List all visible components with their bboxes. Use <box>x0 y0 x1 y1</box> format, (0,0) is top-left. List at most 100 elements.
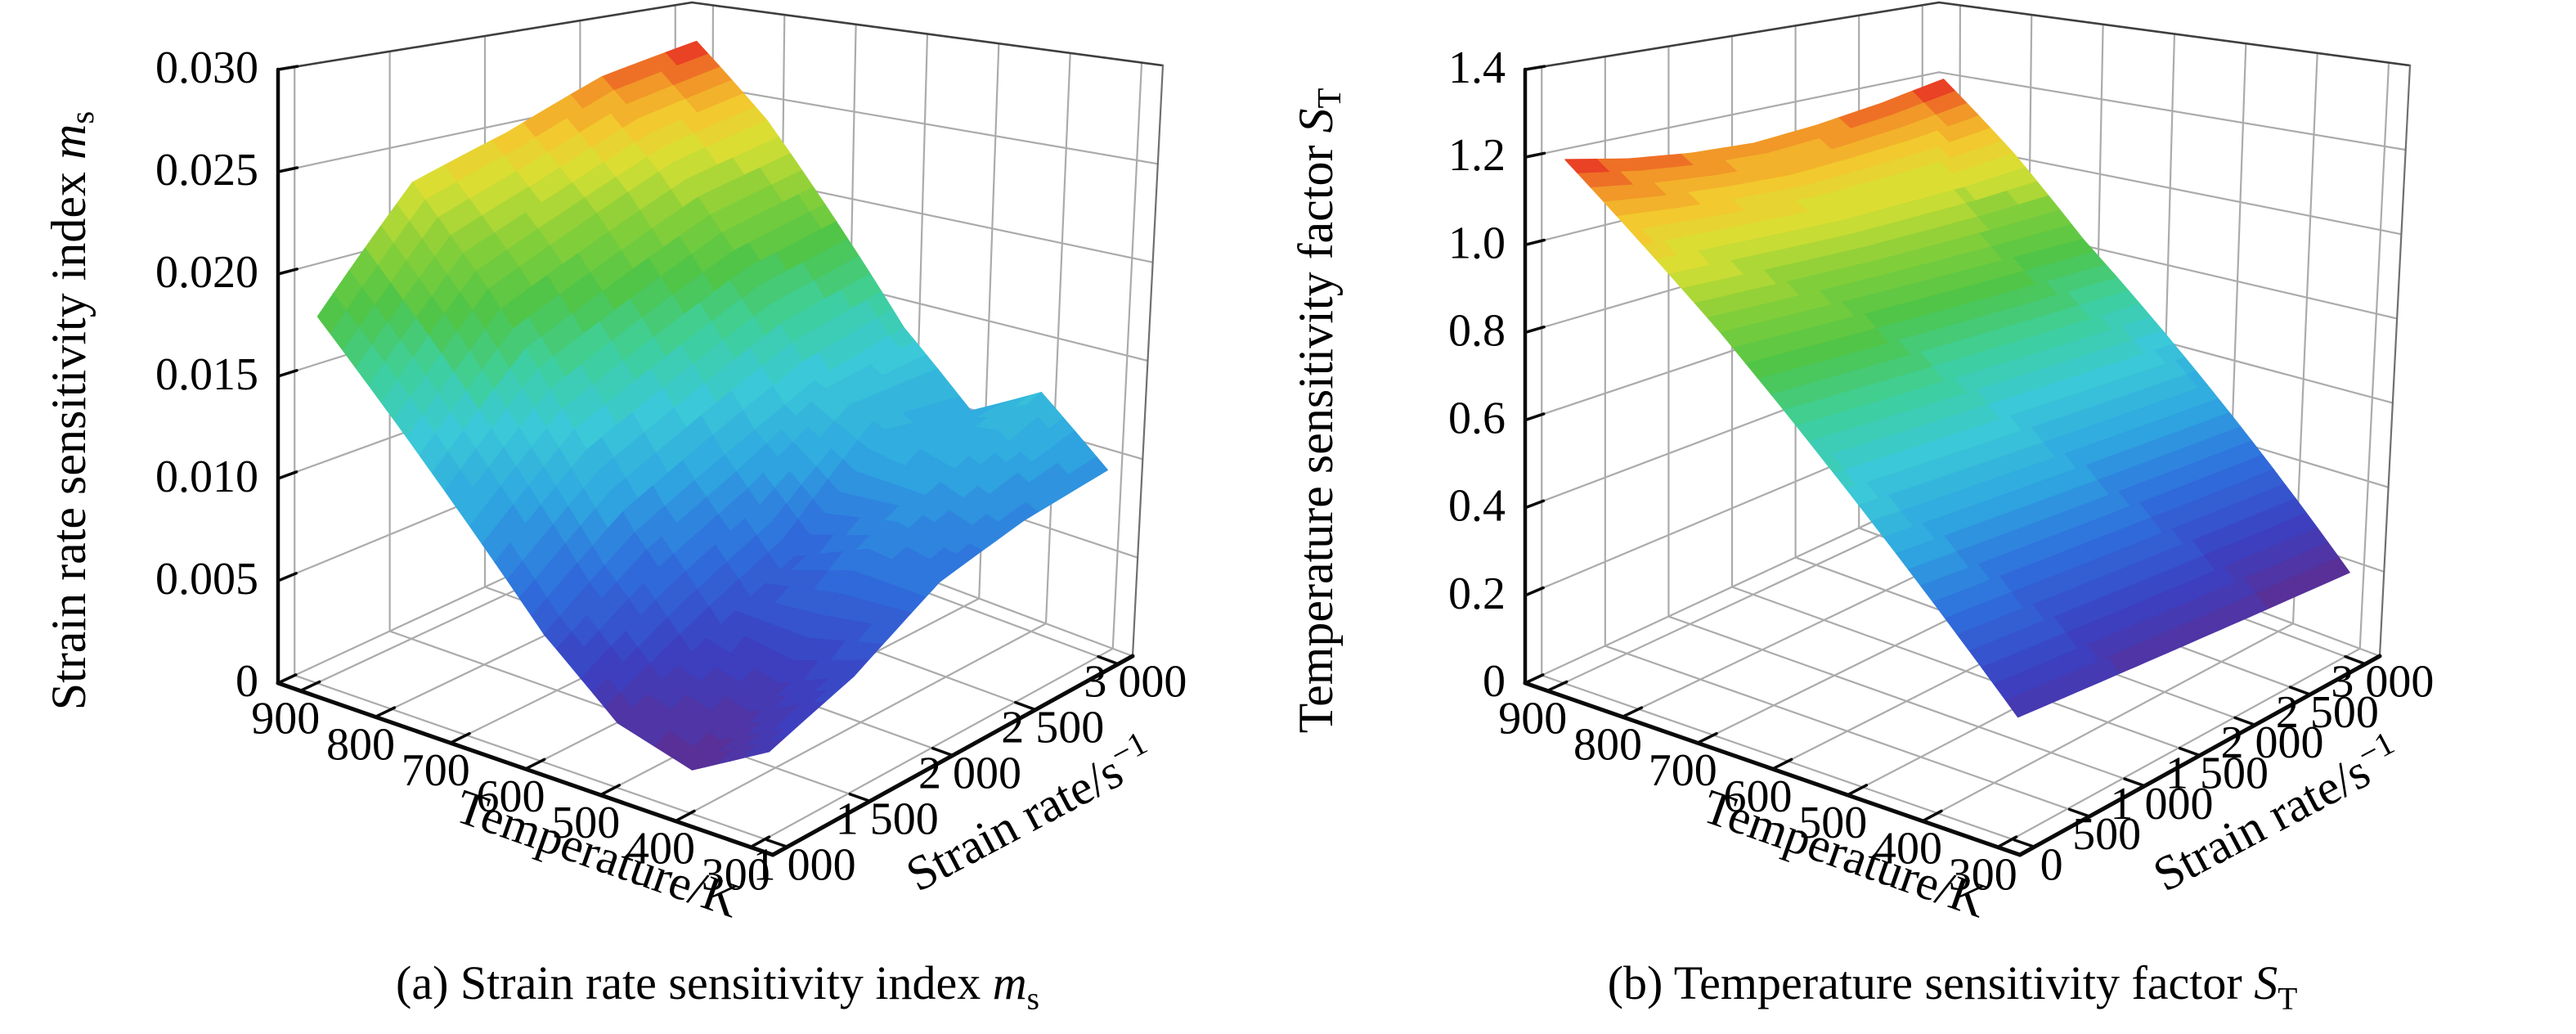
tick-marks <box>1524 65 2367 849</box>
strain-rate-tick-label: 500 <box>2072 809 2141 860</box>
z-tick <box>276 267 298 276</box>
temperature-tick <box>1546 680 1568 693</box>
strain-rate-tick <box>1097 654 1120 666</box>
temperature-tick <box>1921 809 1943 823</box>
z-axis-title: Temperature sensitivity factor ST <box>1289 88 1348 734</box>
caption-b: (b) Temperature sensitivity factor ST <box>1607 956 2298 1017</box>
z-tick <box>276 572 298 582</box>
strain-rate-tick <box>931 746 954 758</box>
z-tick-label: 0 <box>236 656 258 707</box>
wall-gridline <box>1111 61 1143 650</box>
temperature-tick <box>374 706 397 719</box>
strain-rate-tick-label: 0 <box>2040 839 2063 890</box>
surface-facet <box>756 738 784 756</box>
strain-rate-tick-label: 2 500 <box>2276 687 2379 738</box>
z-tick <box>1524 65 1546 71</box>
temperature-tick-label: 300 <box>702 850 770 901</box>
temperature-tick-label: 500 <box>551 798 620 848</box>
z-tick-label: 0 <box>1483 656 1506 707</box>
temperature-tick <box>298 680 321 693</box>
temperature-tick <box>749 835 771 849</box>
strain-rate-tick <box>1014 700 1037 712</box>
tick-labels: 00.20.40.60.81.01.21.4900800700600500400… <box>1448 43 2434 901</box>
z-tick-label: 1.4 <box>1448 43 1506 93</box>
strain-rate-tick <box>2123 777 2147 788</box>
temperature-tick-label: 800 <box>1573 719 1642 770</box>
strain-rate-tick-label: 2 000 <box>918 749 1021 799</box>
box-right-edge <box>1131 64 1165 658</box>
surface-plot-b: 00.20.40.60.81.01.21.4900800700600500400… <box>1289 1 2434 928</box>
z-tick <box>1524 151 1546 159</box>
temperature-tick-label: 900 <box>251 693 320 744</box>
temperature-tick <box>448 731 471 744</box>
box-top-edge-left <box>276 1 693 71</box>
z-tick <box>1524 325 1546 335</box>
strain-rate-tick-label: 1 000 <box>753 839 856 890</box>
strain-rate-tick <box>2344 654 2367 666</box>
z-tick <box>276 369 298 378</box>
z-tick-label: 1.2 <box>1448 130 1506 181</box>
z-tick <box>276 65 299 71</box>
floor-gridline <box>674 623 1048 822</box>
strain-rate-tick-label: 1 500 <box>2165 749 2269 799</box>
surface-facet <box>2005 695 2028 718</box>
tick-marks <box>276 65 1120 849</box>
temperature-tick-label: 400 <box>626 824 695 874</box>
z-axis-title: Strain rate sensitivity index ms <box>42 111 101 710</box>
box-edges <box>276 1 1165 658</box>
z-tick-label: 0.015 <box>155 349 258 400</box>
floor-gridline <box>1921 623 2295 822</box>
z-tick-label: 0.005 <box>155 554 258 605</box>
box-top-edge-left <box>1524 1 1941 71</box>
z-tick-label: 0.6 <box>1448 393 1506 444</box>
strain-rate-tick <box>2178 746 2201 758</box>
surface <box>316 40 1108 771</box>
strain-rate-tick-label: 3 000 <box>1084 657 1187 708</box>
z-tick <box>276 166 299 173</box>
temperature-tick-label: 700 <box>1649 745 1717 796</box>
chart-panel-b: 0 0.2 0.4 0.6 0.8 1.0 1.2 1.4 900 800 700 600 500 400… <box>1288 0 2576 1034</box>
temperature-tick-label: 700 <box>402 745 470 796</box>
z-tick-label: 0.2 <box>1448 569 1506 619</box>
z-tick-label: 1.0 <box>1448 218 1506 268</box>
strain-rate-tick-label: 1 500 <box>836 793 939 844</box>
z-tick <box>1524 499 1546 510</box>
box-right-edge <box>2378 64 2412 658</box>
surface-plot-a: 0 0.005 0.010 0.015 0.020 0.025 0.030 900800700… <box>42 1 1187 928</box>
strain-rate-tick <box>2013 838 2036 849</box>
z-tick <box>276 470 298 480</box>
temperature-tick-label: 300 <box>1949 850 2017 901</box>
z-tick-label: 0.025 <box>155 145 258 196</box>
z-tick <box>1524 586 1545 597</box>
z-tick <box>1524 238 1546 247</box>
z-tick <box>276 673 298 685</box>
wall-gridline <box>1044 52 1071 625</box>
strain-rate-tick-label: 3 000 <box>2331 657 2434 708</box>
temperature-tick-label: 400 <box>1874 824 1942 874</box>
strain-rate-tick <box>2288 686 2312 696</box>
temperature-tick <box>523 758 546 771</box>
box-top-edge-right <box>690 1 1165 67</box>
temperature-tick <box>1770 758 1793 771</box>
temperature-tick <box>1996 835 2018 849</box>
box-edges <box>1524 1 2412 658</box>
temperature-tick <box>674 809 696 823</box>
temperature-tick <box>1621 706 1644 719</box>
z-tick-label: 0.010 <box>155 452 258 502</box>
temperature-tick <box>1695 731 1718 744</box>
strain-rate-tick <box>765 838 789 849</box>
z-tick-label: 0.030 <box>155 43 258 93</box>
chart-panel-a: 0 0.005 0.010 0.015 0.020 0.025 0.030 900 800 700… <box>42 1 1187 1017</box>
temperature-tick-label: 800 <box>326 719 395 770</box>
temperature-tick-label: 600 <box>477 771 545 822</box>
temperature-tick-label: 900 <box>1498 693 1567 744</box>
z-tick-label: 0.8 <box>1448 305 1506 356</box>
strain-rate-tick <box>2233 716 2257 726</box>
box-top-edge-right <box>1937 1 2412 67</box>
temperature-tick-label: 500 <box>1798 798 1867 848</box>
strain-rate-tick <box>848 792 872 803</box>
z-tick-label: 0.4 <box>1448 481 1506 532</box>
caption-a: (a) Strain rate sensitivity index ms <box>396 956 1039 1017</box>
z-tick <box>1524 412 1546 422</box>
tick-labels: 0 0.005 0.010 0.015 0.020 0.025 0.030 900800700… <box>155 43 1187 901</box>
